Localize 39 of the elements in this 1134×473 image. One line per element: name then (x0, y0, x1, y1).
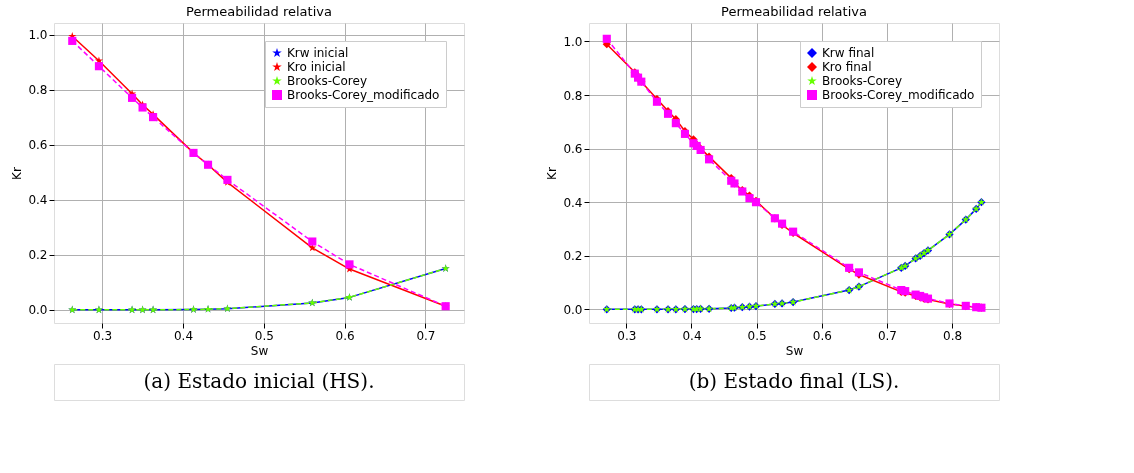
y-tick-label: 0.8 (28, 83, 48, 98)
y-tick-label: 0.0 (28, 303, 48, 318)
x-axis-title: Sw (785, 343, 804, 358)
y-tick-label: 1.0 (28, 28, 48, 43)
legend-label: Krw final (822, 46, 875, 60)
legend-label: Krw inicial (287, 46, 349, 60)
chart-title: Permeabilidad relativa (186, 4, 332, 19)
x-tick-label: 0.4 (682, 328, 702, 343)
y-tick-label: 0.4 (563, 195, 583, 210)
y-tick-label: 0.2 (28, 248, 48, 263)
x-tick-label: 0.4 (173, 328, 194, 343)
x-tick-label: 0.7 (416, 328, 436, 343)
legend-label: Brooks-Corey_modificado (822, 88, 975, 102)
x-axis-title: Sw (250, 343, 269, 358)
legend-label: Brooks-Corey (822, 74, 902, 88)
y-tick-label: 1.0 (563, 34, 583, 49)
y-tick-label: 0.2 (563, 249, 583, 264)
y-tick-label: 0.0 (563, 302, 583, 317)
text: (b) Estado final (LS). (688, 369, 900, 393)
x-tick-label: 0.7 (877, 328, 897, 343)
y-tick-label: 0.6 (28, 138, 48, 153)
x-tick-label: 0.5 (254, 328, 274, 343)
legend-label: Brooks-Corey_modificado (287, 88, 440, 102)
x-tick-label: 0.6 (335, 328, 355, 343)
y-axis-title: Kr (10, 167, 25, 180)
x-tick-label: 0.3 (617, 328, 637, 343)
y-tick-label: 0.6 (563, 142, 583, 157)
x-tick-label: 0.8 (943, 328, 963, 343)
legend-label: Kro final (822, 60, 872, 74)
y-tick-label: 0.8 (563, 88, 583, 103)
text: (a) Estado inicial (HS). (143, 369, 375, 393)
x-tick-label: 0.6 (812, 328, 832, 343)
y-axis-title: Kr (545, 167, 560, 180)
legend-label: Brooks-Corey (287, 74, 367, 88)
x-tick-label: 0.5 (747, 328, 767, 343)
x-tick-label: 0.3 (93, 328, 113, 343)
legend-label: Kro inicial (287, 60, 346, 74)
y-tick-label: 0.4 (28, 193, 48, 208)
chart-title: Permeabilidad relativa (721, 4, 867, 19)
